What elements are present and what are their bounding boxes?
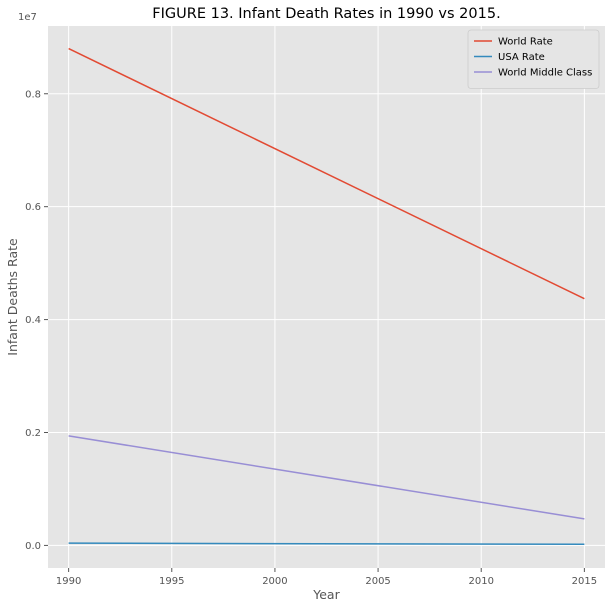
grid-lines — [48, 26, 605, 568]
x-axis-ticks: 1990 1995 2000 2005 2010 2015 — [56, 568, 597, 587]
y-axis-label: Infant Deaths Rate — [5, 238, 20, 356]
chart-title: FIGURE 13. Infant Death Rates in 1990 vs… — [152, 6, 500, 22]
y-axis-ticks: 0.0 0.2 0.4 0.6 0.8 — [25, 89, 48, 552]
x-tick-label: 2015 — [572, 576, 597, 587]
series-line-usa-rate — [68, 542, 585, 546]
legend-entry-label: USA Rate — [498, 52, 545, 63]
y-tick-label: 0.0 — [25, 541, 41, 552]
x-tick-label: 2000 — [262, 576, 287, 587]
series-line-world-middle-class — [68, 435, 585, 520]
legend-entry-label: World Rate — [498, 37, 553, 48]
series-lines — [68, 47, 585, 546]
y-axis-offset-text: 1e7 — [18, 12, 37, 23]
y-tick-label: 0.4 — [25, 315, 41, 326]
series-line-world-rate — [68, 47, 585, 300]
x-tick-label: 2005 — [365, 576, 390, 587]
y-tick-label: 0.8 — [25, 89, 41, 100]
legend-entry-label: World Middle Class — [498, 68, 592, 79]
x-tick-label: 1995 — [159, 576, 184, 587]
plot-area — [48, 26, 605, 568]
legend: World Rate USA Rate World Middle Class — [467, 29, 600, 89]
x-tick-label: 1990 — [56, 576, 81, 587]
x-axis-label: Year — [312, 587, 340, 602]
x-tick-label: 2010 — [468, 576, 493, 587]
legend-box — [467, 29, 600, 89]
y-tick-label: 0.2 — [25, 428, 41, 439]
y-tick-label: 0.6 — [25, 202, 41, 213]
